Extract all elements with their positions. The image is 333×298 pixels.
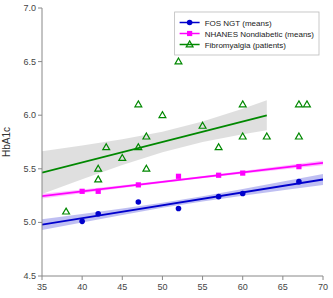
axes: 35 40 45 50 55 60 65 70 4.5 5.0 5.5 6.0 6.5 7.0 — [23, 3, 328, 292]
x-tick-label: 65 — [278, 282, 288, 292]
point — [176, 206, 182, 212]
x-tick-label: 40 — [77, 282, 87, 292]
point — [63, 208, 70, 214]
scatter-series — [79, 179, 301, 224]
point — [80, 189, 85, 194]
point — [215, 144, 222, 150]
point — [95, 211, 101, 217]
legend-box — [175, 12, 319, 55]
point — [136, 182, 141, 187]
legend-marker — [187, 20, 193, 26]
point — [199, 122, 206, 128]
y-axis-line — [42, 8, 43, 276]
point — [96, 189, 101, 194]
y-tick — [38, 8, 42, 9]
point — [119, 154, 126, 160]
y-tick-label: 5.0 — [23, 217, 36, 227]
point — [143, 165, 150, 171]
legend-marker — [186, 41, 193, 47]
y-tick-label: 6.0 — [23, 110, 36, 120]
fit-line — [42, 179, 323, 224]
y-tick-label: 4.5 — [23, 271, 36, 281]
x-tick-label: 50 — [157, 282, 167, 292]
legend-swatch — [180, 44, 200, 46]
point — [135, 144, 142, 150]
y-tick — [38, 222, 42, 223]
x-tick — [162, 276, 163, 280]
y-tick-label: 5.5 — [23, 164, 36, 174]
point — [239, 133, 246, 139]
fit-line — [42, 163, 323, 196]
legend-label: Fibromyalgia (patients) — [205, 41, 287, 50]
data-area — [42, 58, 323, 230]
confidence-band — [42, 100, 267, 194]
scatter-series — [63, 58, 311, 214]
x-tick-label: 35 — [37, 282, 47, 292]
y-axis-label: HbA1c — [1, 127, 12, 157]
point — [95, 165, 102, 171]
scatter-series — [80, 164, 302, 194]
legend-label: FOS NGT (means) — [205, 19, 272, 28]
point — [176, 174, 181, 179]
x-tick-label: 45 — [117, 282, 127, 292]
point — [79, 219, 85, 225]
x-tick-label: 70 — [318, 282, 328, 292]
point — [95, 176, 102, 182]
point — [216, 173, 221, 178]
fit-line — [42, 115, 267, 172]
y-tick — [38, 115, 42, 116]
y-tick-label: 6.5 — [23, 57, 36, 67]
y-tick — [38, 168, 42, 169]
x-tick — [202, 276, 203, 280]
x-tick — [282, 276, 283, 280]
point — [103, 144, 110, 150]
x-tick-label: 55 — [198, 282, 208, 292]
point — [304, 101, 311, 107]
point — [159, 112, 166, 118]
x-tick-label: 60 — [238, 282, 248, 292]
confidence-band — [42, 161, 323, 199]
point — [295, 101, 302, 107]
y-tick — [38, 276, 42, 277]
y-tick — [38, 61, 42, 62]
x-tick — [42, 276, 43, 280]
x-tick — [323, 276, 324, 280]
legend: FOS NGT (means) NHANES Nondiabetic (means… — [175, 12, 319, 55]
point — [263, 133, 270, 139]
point — [143, 133, 150, 139]
point — [216, 194, 222, 200]
chart: 35 40 45 50 55 60 65 70 4.5 5.0 5.5 6.0 6.5 7.0 HbA1c F… — [0, 0, 333, 298]
confidence-band — [42, 174, 323, 230]
legend-label: NHANES Nondiabetic (means) — [205, 30, 315, 39]
point — [296, 164, 301, 169]
plot-background — [42, 8, 323, 276]
y-tick-label: 7.0 — [23, 3, 36, 13]
point — [175, 58, 182, 64]
point — [239, 101, 246, 107]
point — [295, 133, 302, 139]
point — [240, 191, 246, 197]
x-axis-line — [42, 276, 323, 277]
x-tick — [122, 276, 123, 280]
point — [136, 199, 142, 205]
x-tick — [82, 276, 83, 280]
legend-marker — [187, 31, 192, 36]
point — [296, 179, 302, 185]
point — [240, 170, 245, 175]
x-tick — [242, 276, 243, 280]
point — [135, 101, 142, 107]
